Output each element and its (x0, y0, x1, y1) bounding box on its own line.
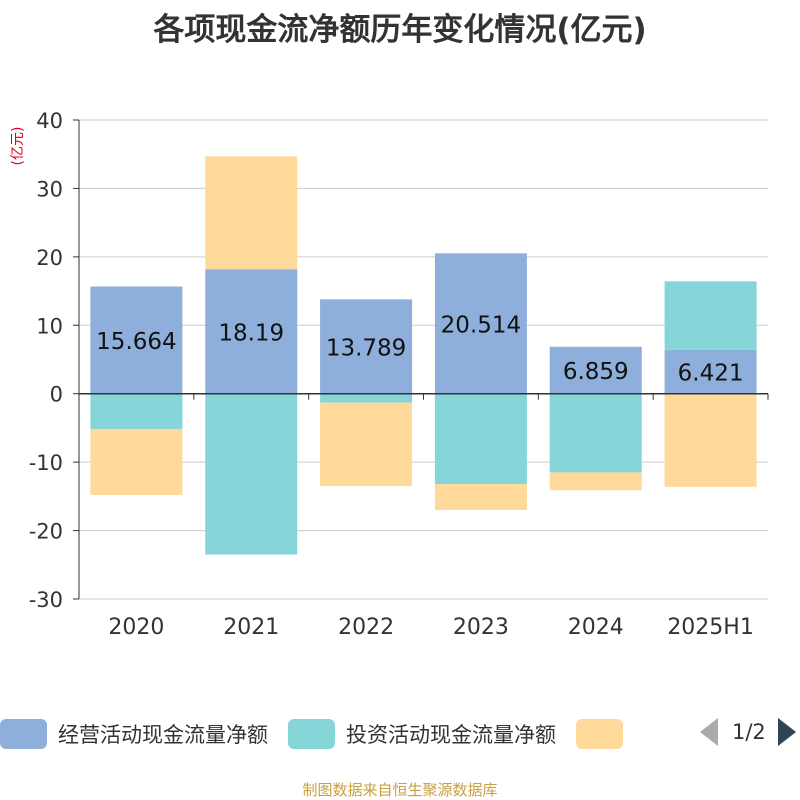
chart-legend: 经营活动现金流量净额 投资活动现金流量净额 (0, 716, 634, 752)
y-tick-label: -20 (29, 520, 63, 544)
legend-swatch-operating (0, 719, 47, 749)
bar-2023-series2[interactable] (434, 484, 527, 511)
data-label-2020: 15.664 (96, 329, 176, 355)
legend-swatch-investing (288, 719, 335, 749)
bar-2024-series0[interactable] (549, 346, 642, 394)
bar-2020-series1[interactable] (90, 393, 183, 430)
page-indicator: 1/2 (732, 720, 766, 744)
bar-2024-series1[interactable] (549, 393, 642, 473)
x-tick-label: 2023 (453, 615, 509, 640)
x-tick-label: 2021 (223, 615, 279, 640)
data-label-2023: 20.514 (441, 313, 521, 339)
bar-2022-series1[interactable] (320, 393, 413, 403)
data-label-2022: 13.789 (326, 336, 406, 362)
x-tick-label: 2024 (568, 615, 624, 640)
bar-2023-series0[interactable] (434, 253, 527, 394)
bar-2021-series1[interactable] (205, 393, 298, 555)
data-label-2025H1: 6.421 (678, 361, 744, 387)
x-tick-label: 2025H1 (667, 615, 754, 640)
y-axis-label: (亿元) (10, 127, 26, 166)
bar-2022-series0[interactable] (320, 299, 413, 394)
bar-2025H1-series1[interactable] (664, 281, 757, 350)
y-tick-label: 30 (36, 177, 63, 201)
y-tick-label: 20 (36, 246, 63, 270)
legend-item-investing[interactable]: 投资活动现金流量净额 (288, 719, 556, 749)
legend-pager: 1/2 (700, 718, 796, 746)
legend-swatch-financing (576, 719, 623, 749)
legend-label-operating: 经营活动现金流量净额 (58, 723, 268, 747)
legend-item-financing[interactable] (576, 719, 634, 749)
y-tick-label: 10 (36, 314, 63, 338)
bar-2020-series0[interactable] (90, 286, 183, 394)
legend-item-operating[interactable]: 经营活动现金流量净额 (0, 719, 268, 749)
x-tick-label: 2022 (338, 615, 394, 640)
data-label-2024: 6.859 (563, 359, 629, 385)
bar-2023-series1[interactable] (434, 393, 527, 485)
bar-2021-series2[interactable] (205, 156, 298, 270)
y-tick-label: -10 (29, 451, 63, 475)
x-tick-label: 2020 (108, 615, 164, 640)
y-tick-label: 0 (50, 383, 63, 407)
bar-2025H1-series0[interactable] (664, 349, 757, 394)
bar-2020-series2[interactable] (90, 429, 183, 495)
chart-title: 各项现金流净额历年变化情况(亿元) (153, 12, 647, 48)
chart-canvas: 40 30 20 10 0 -10 -20 -30 2020 2021 2022 2023 2024 20… (10, 109, 769, 640)
legend-label-investing: 投资活动现金流量净额 (346, 723, 556, 747)
prev-page-icon[interactable] (700, 718, 718, 746)
bar-2022-series2[interactable] (320, 402, 413, 487)
next-page-icon[interactable] (777, 718, 796, 746)
y-tick-label: -30 (29, 588, 63, 612)
bar-2025H1-series2[interactable] (664, 393, 757, 487)
data-label-2021: 18.19 (218, 320, 284, 346)
bar-2024-series2[interactable] (549, 472, 642, 491)
y-tick-label: 40 (36, 109, 63, 133)
bar-2021-series0[interactable] (205, 269, 298, 394)
data-source-note: 制图数据来自恒生聚源数据库 (302, 781, 498, 799)
